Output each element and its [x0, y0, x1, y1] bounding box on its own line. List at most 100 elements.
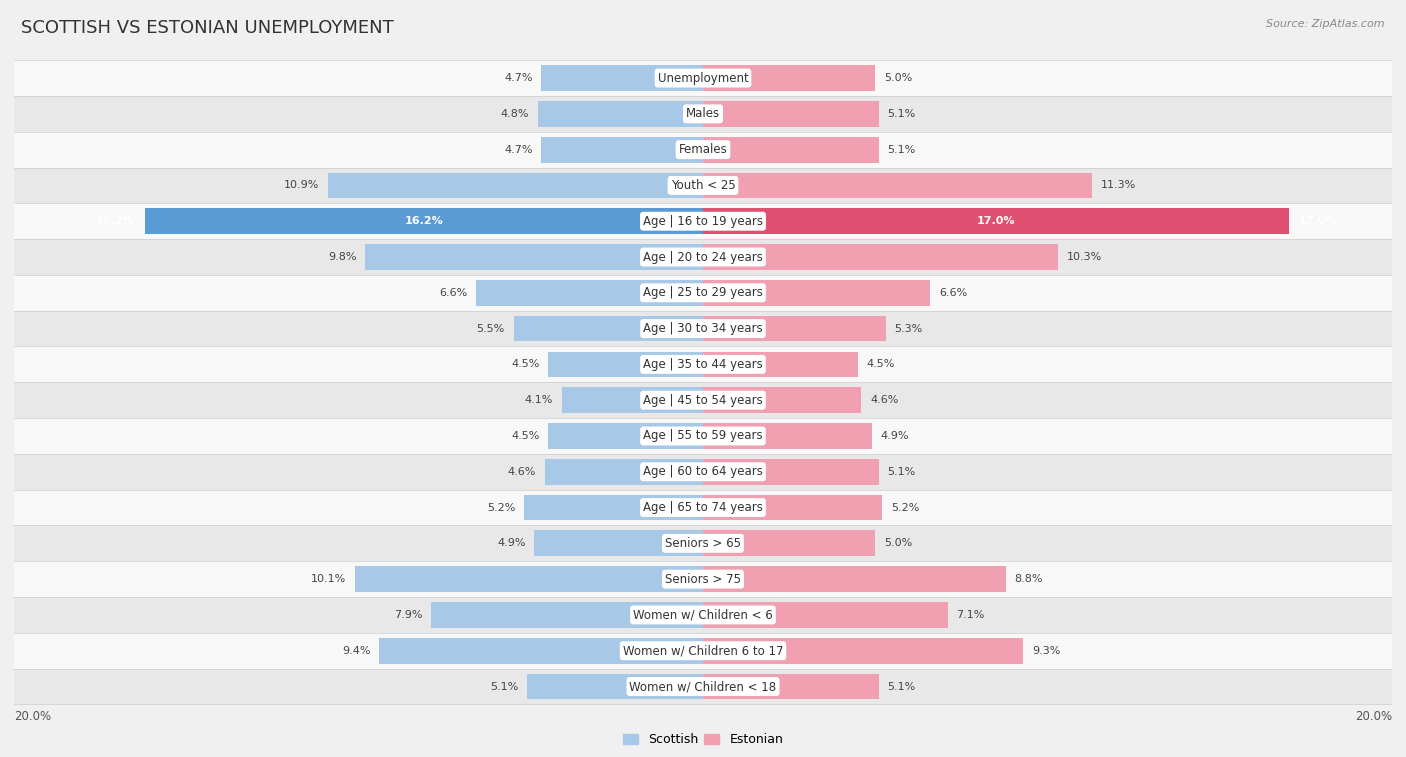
Text: 4.9%: 4.9%	[880, 431, 908, 441]
FancyBboxPatch shape	[14, 382, 1392, 418]
Text: 5.3%: 5.3%	[894, 323, 922, 334]
Text: Source: ZipAtlas.com: Source: ZipAtlas.com	[1267, 19, 1385, 29]
Bar	[703, 566, 1007, 592]
Text: 10.9%: 10.9%	[284, 180, 319, 191]
Text: 4.7%: 4.7%	[503, 145, 533, 154]
Bar	[703, 244, 1057, 270]
Bar	[548, 351, 703, 377]
Text: Women w/ Children < 18: Women w/ Children < 18	[630, 680, 776, 693]
Bar	[703, 531, 875, 556]
Bar	[537, 101, 703, 126]
FancyBboxPatch shape	[14, 239, 1392, 275]
Text: 4.8%: 4.8%	[501, 109, 529, 119]
Text: Seniors > 65: Seniors > 65	[665, 537, 741, 550]
Bar	[703, 494, 882, 521]
Text: Age | 20 to 24 years: Age | 20 to 24 years	[643, 251, 763, 263]
Text: Age | 45 to 54 years: Age | 45 to 54 years	[643, 394, 763, 407]
Bar	[703, 602, 948, 628]
FancyBboxPatch shape	[14, 418, 1392, 454]
Text: 9.8%: 9.8%	[329, 252, 357, 262]
Text: Age | 25 to 29 years: Age | 25 to 29 years	[643, 286, 763, 299]
Text: 5.1%: 5.1%	[887, 467, 915, 477]
Bar	[527, 674, 703, 699]
Text: 4.5%: 4.5%	[866, 360, 896, 369]
Text: Age | 65 to 74 years: Age | 65 to 74 years	[643, 501, 763, 514]
Bar	[703, 208, 1289, 234]
Text: 20.0%: 20.0%	[14, 710, 51, 723]
Text: Males: Males	[686, 107, 720, 120]
Text: 4.1%: 4.1%	[524, 395, 553, 405]
Bar	[513, 316, 703, 341]
Bar	[703, 459, 879, 484]
Bar	[430, 602, 703, 628]
Bar	[541, 137, 703, 163]
Bar	[475, 280, 703, 306]
Text: Females: Females	[679, 143, 727, 156]
Text: 16.2%: 16.2%	[405, 217, 443, 226]
FancyBboxPatch shape	[14, 454, 1392, 490]
Text: 5.1%: 5.1%	[887, 681, 915, 692]
FancyBboxPatch shape	[14, 633, 1392, 668]
FancyBboxPatch shape	[14, 597, 1392, 633]
Bar	[366, 244, 703, 270]
Text: 11.3%: 11.3%	[1101, 180, 1136, 191]
Text: 16.2%: 16.2%	[96, 217, 135, 226]
FancyBboxPatch shape	[14, 561, 1392, 597]
Bar	[703, 101, 879, 126]
Bar	[328, 173, 703, 198]
Text: Women w/ Children 6 to 17: Women w/ Children 6 to 17	[623, 644, 783, 657]
Text: 5.2%: 5.2%	[891, 503, 920, 512]
Bar	[703, 137, 879, 163]
FancyBboxPatch shape	[14, 525, 1392, 561]
Bar	[703, 280, 931, 306]
Bar	[380, 638, 703, 664]
Text: 5.1%: 5.1%	[887, 145, 915, 154]
Bar	[541, 65, 703, 91]
FancyBboxPatch shape	[14, 347, 1392, 382]
Bar	[544, 459, 703, 484]
Bar	[703, 351, 858, 377]
Text: 20.0%: 20.0%	[1355, 710, 1392, 723]
Text: Youth < 25: Youth < 25	[671, 179, 735, 192]
FancyBboxPatch shape	[14, 310, 1392, 347]
Bar	[562, 388, 703, 413]
Text: 4.9%: 4.9%	[498, 538, 526, 548]
Bar	[703, 674, 879, 699]
Text: Age | 60 to 64 years: Age | 60 to 64 years	[643, 466, 763, 478]
Text: 5.5%: 5.5%	[477, 323, 505, 334]
Bar	[524, 494, 703, 521]
Text: 17.0%: 17.0%	[977, 217, 1015, 226]
Text: 8.8%: 8.8%	[1015, 574, 1043, 584]
Text: 4.7%: 4.7%	[503, 73, 533, 83]
Text: 7.9%: 7.9%	[394, 610, 422, 620]
Text: 10.1%: 10.1%	[311, 574, 346, 584]
Text: Seniors > 75: Seniors > 75	[665, 572, 741, 586]
Text: 4.5%: 4.5%	[510, 431, 540, 441]
FancyBboxPatch shape	[14, 275, 1392, 310]
Text: Women w/ Children < 6: Women w/ Children < 6	[633, 609, 773, 621]
Text: SCOTTISH VS ESTONIAN UNEMPLOYMENT: SCOTTISH VS ESTONIAN UNEMPLOYMENT	[21, 19, 394, 37]
Text: Unemployment: Unemployment	[658, 72, 748, 85]
Bar	[145, 208, 703, 234]
FancyBboxPatch shape	[14, 490, 1392, 525]
Text: 17.0%: 17.0%	[1299, 217, 1337, 226]
Bar	[548, 423, 703, 449]
Text: 5.1%: 5.1%	[887, 109, 915, 119]
FancyBboxPatch shape	[14, 668, 1392, 705]
Text: 4.5%: 4.5%	[510, 360, 540, 369]
FancyBboxPatch shape	[14, 132, 1392, 167]
Text: 7.1%: 7.1%	[956, 610, 984, 620]
Bar	[534, 531, 703, 556]
Bar	[703, 173, 1092, 198]
Text: 4.6%: 4.6%	[870, 395, 898, 405]
Text: 5.0%: 5.0%	[884, 73, 912, 83]
Text: 6.6%: 6.6%	[939, 288, 967, 298]
FancyBboxPatch shape	[14, 204, 1392, 239]
Bar	[703, 65, 875, 91]
Text: Age | 16 to 19 years: Age | 16 to 19 years	[643, 215, 763, 228]
Text: 5.1%: 5.1%	[491, 681, 519, 692]
Bar	[703, 638, 1024, 664]
Text: Age | 35 to 44 years: Age | 35 to 44 years	[643, 358, 763, 371]
Text: 6.6%: 6.6%	[439, 288, 467, 298]
FancyBboxPatch shape	[14, 60, 1392, 96]
